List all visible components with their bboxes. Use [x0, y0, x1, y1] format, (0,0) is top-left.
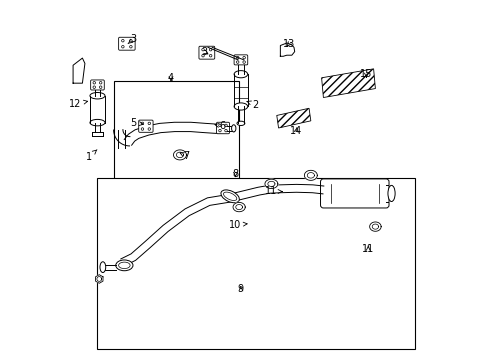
Text: 3: 3	[128, 34, 137, 44]
Text: 8: 8	[232, 168, 238, 179]
Polygon shape	[73, 58, 85, 83]
Text: 12: 12	[69, 99, 87, 109]
Ellipse shape	[231, 125, 235, 132]
Text: 2: 2	[246, 100, 258, 110]
Polygon shape	[264, 179, 277, 189]
Ellipse shape	[234, 103, 247, 110]
Polygon shape	[369, 222, 380, 231]
Ellipse shape	[221, 190, 239, 203]
FancyBboxPatch shape	[119, 37, 135, 50]
Ellipse shape	[234, 71, 247, 78]
Text: 3: 3	[201, 46, 207, 57]
FancyBboxPatch shape	[139, 120, 153, 132]
Bar	[113, 81, 239, 185]
Text: 14: 14	[290, 126, 302, 135]
Text: 10: 10	[228, 220, 246, 230]
Ellipse shape	[90, 120, 105, 126]
Text: 15: 15	[360, 69, 372, 79]
Bar	[97, 178, 414, 348]
Text: 5: 5	[130, 118, 143, 128]
Polygon shape	[95, 275, 103, 283]
Polygon shape	[276, 108, 310, 128]
Polygon shape	[304, 170, 317, 180]
Text: 6: 6	[215, 121, 225, 131]
FancyBboxPatch shape	[320, 179, 388, 208]
Polygon shape	[321, 69, 375, 98]
Ellipse shape	[116, 260, 133, 271]
Text: 9: 9	[237, 284, 244, 294]
Text: 11: 11	[361, 244, 374, 254]
Polygon shape	[276, 108, 310, 128]
Polygon shape	[173, 150, 186, 160]
FancyBboxPatch shape	[234, 55, 247, 65]
FancyBboxPatch shape	[216, 122, 229, 134]
Polygon shape	[280, 43, 294, 56]
FancyBboxPatch shape	[90, 80, 104, 90]
Text: 11: 11	[264, 186, 282, 197]
Ellipse shape	[90, 93, 105, 99]
Polygon shape	[233, 202, 244, 212]
Text: 4: 4	[167, 73, 174, 83]
Ellipse shape	[237, 121, 244, 126]
Text: 1: 1	[86, 150, 97, 162]
Ellipse shape	[387, 185, 394, 202]
Ellipse shape	[100, 262, 105, 273]
Text: 13: 13	[282, 40, 294, 49]
Polygon shape	[321, 69, 375, 98]
FancyBboxPatch shape	[199, 46, 214, 59]
Text: 7: 7	[180, 151, 189, 161]
